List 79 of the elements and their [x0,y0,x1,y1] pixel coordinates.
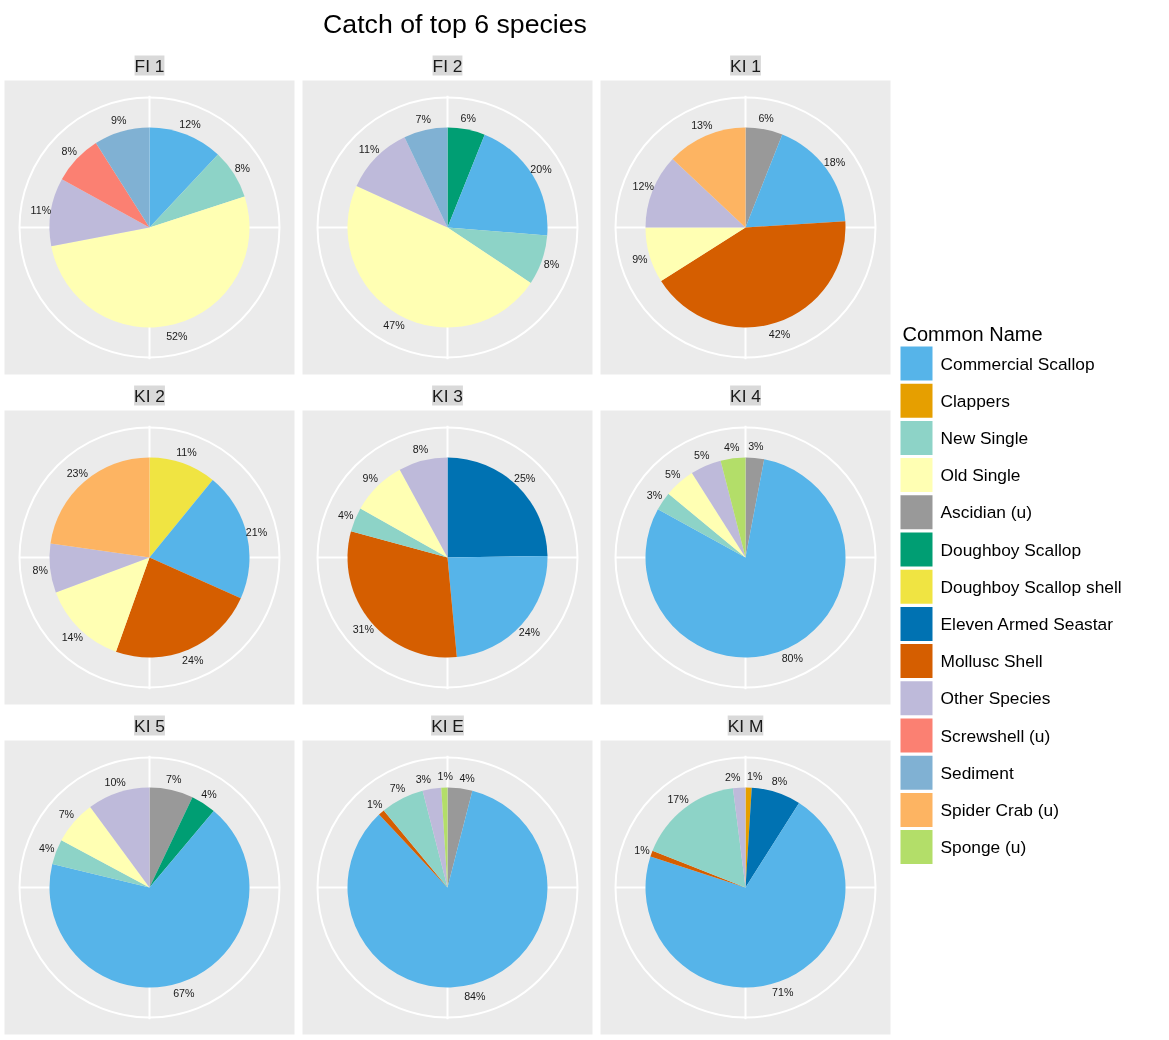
data-label: 8% [61,145,78,158]
category-label: Doughboy Scallop [940,539,1082,560]
data-label: 7% [389,782,406,795]
chart-title: KI 3 [432,385,463,406]
category-label: Spider Crab (u) [940,799,1059,820]
data-label: 24% [182,654,204,667]
data-label: 11% [30,204,52,217]
data-label: 10% [104,775,127,788]
chart-title: KI 2 [134,385,165,406]
category-label: Doughboy Scallop shell [940,576,1122,597]
data-label: 4% [459,771,476,784]
data-label: 4% [724,440,740,453]
data-label: 4% [39,841,55,854]
data-label: 3% [748,440,765,453]
data-label: 25% [514,472,536,485]
data-label: 42% [768,327,791,340]
data-label: 12% [179,117,202,130]
chart-title: FI 2 [432,55,463,76]
data-label: 17% [667,793,690,806]
category-label: Other Species [940,688,1051,709]
data-label: 1% [367,797,383,810]
data-label: 84% [464,989,487,1002]
data-label: 8% [234,161,251,174]
category-label: Screwshell (u) [940,725,1051,746]
data-label: 7% [166,772,182,785]
data-label: 9% [111,114,128,127]
data-label: 1% [747,770,763,783]
data-label: 13% [691,119,713,132]
data-label: 21% [245,525,268,538]
chart-title: KI 5 [134,715,165,736]
data-label: 12% [632,180,655,193]
chart-title: FI 1 [134,55,165,76]
data-label: 6% [460,112,477,125]
data-label: 52% [166,329,189,342]
category-label: Commercial Scallop [940,353,1095,374]
chart-title: KI 1 [730,55,761,76]
data-label: 20% [530,162,553,175]
data-label: 8% [412,443,429,456]
chart-title: KI 4 [730,385,762,406]
data-label: 8% [32,563,49,576]
data-label: 4% [201,787,218,800]
legend-title: Common Name [902,322,1043,345]
data-label: 5% [694,449,711,462]
data-label: 4% [338,509,354,522]
data-label: 11% [176,446,198,459]
category-label: Ascidian (u) [940,502,1032,523]
data-label: 6% [758,112,775,125]
category-label: Sponge (u) [940,837,1027,858]
data-label: 67% [173,987,196,1000]
data-label: 8% [771,775,788,788]
data-label: 5% [665,467,681,480]
data-label: 2% [725,770,742,783]
data-label: 23% [66,467,89,480]
text: Catch of top 6 species [323,8,587,41]
data-label: 24% [518,626,541,639]
data-label: 80% [781,652,804,665]
chart-title: KI M [727,715,764,736]
data-label: 14% [61,631,84,644]
data-label: 9% [632,252,649,265]
data-label: 1% [634,843,651,856]
category-label: Eleven Armed Seastar [940,613,1114,634]
data-label: 9% [362,472,379,485]
data-label: 1% [437,770,454,783]
chart-title: KI E [431,715,464,736]
data-label: 7% [415,112,432,125]
data-label: 47% [383,319,406,332]
category-label: New Single [940,427,1029,448]
data-label: 8% [543,258,560,271]
data-label: 71% [772,986,794,999]
data-label: 7% [58,808,75,821]
data-label: 3% [415,772,432,785]
category-label: Sediment [940,762,1014,783]
data-label: 3% [646,488,663,501]
category-label: Clappers [940,390,1011,411]
data-label: 18% [823,156,846,169]
category-label: Old Single [940,465,1021,486]
data-label: 11% [358,143,380,156]
category-label: Mollusc Shell [940,651,1043,672]
data-label: 31% [352,623,375,636]
